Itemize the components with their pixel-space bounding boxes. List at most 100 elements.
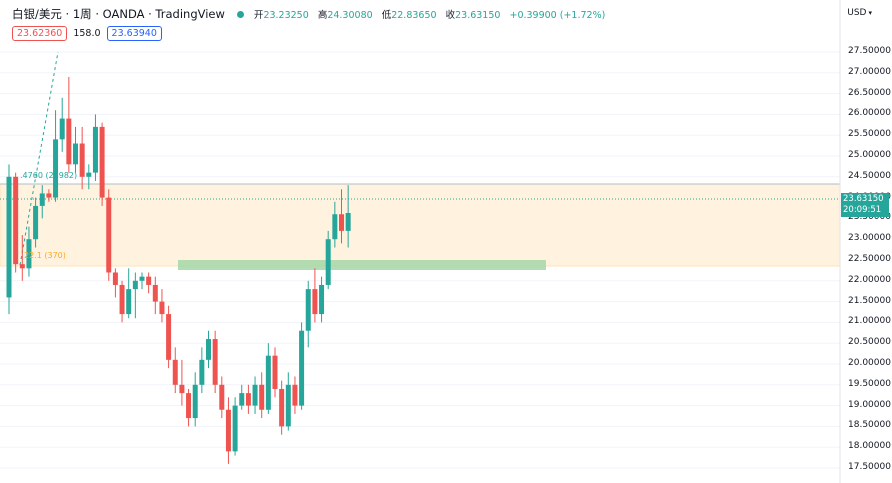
resistance-zone[interactable] [0,183,841,267]
candle-body [212,339,218,385]
candle-body [299,330,305,406]
candle [119,280,125,323]
chevron-down-icon: ▾ [868,9,872,17]
close-value: 23.63150 [455,10,501,21]
low-value: 22.83650 [391,10,437,21]
price-axis-label: 23.00000 [848,233,891,244]
candle [26,226,32,277]
price-axis-label: 26.00000 [848,108,891,119]
candle [292,376,298,414]
price-axis-label: 17.50000 [848,462,891,472]
candle-body [225,409,231,452]
candle-body [159,301,165,315]
candle [312,268,318,323]
price-axis-label: 19.00000 [848,399,891,410]
price-axis-label: 25.00000 [848,150,891,160]
trade-buttons: 23.62360 158.0 23.63940 [12,26,162,41]
candle [33,197,39,248]
candle-body [192,384,198,419]
candle-body [186,393,192,419]
candle-body [172,359,178,385]
candle [206,330,211,369]
currency-label: USD [847,8,867,18]
candle [252,376,258,414]
open-label: 开 [253,10,264,21]
candle [172,347,178,394]
candle [99,122,105,206]
candle-body [245,393,251,406]
price-axis-label: 24.50000 [848,170,891,181]
candle-body [319,284,325,315]
candle-body [79,143,85,177]
sell-button[interactable]: 23.62360 [12,26,68,41]
chart-header: 白银/美元 · 1周 · OANDA · TradingView 开23.232… [12,6,605,22]
candle [19,235,25,281]
candle [212,330,218,394]
currency-selector[interactable]: USD ▾ [847,8,872,18]
candle-body [305,289,311,331]
candle [166,305,172,369]
candle [265,343,271,414]
candle-body [179,384,185,394]
candle [106,189,112,281]
price-axis-label: 27.50000 [848,46,891,56]
price-axis-label: 18.50000 [848,420,891,431]
candle-body [126,289,132,315]
candle [159,289,165,323]
candle-body [232,405,238,452]
support-zone[interactable] [178,260,546,270]
candle-body [252,384,258,406]
buy-button[interactable]: 23.63940 [106,26,162,41]
candle [39,185,45,219]
candle [272,347,278,398]
symbol-title[interactable]: 白银/美元 · 1周 · OANDA · TradingView [12,7,225,21]
candle-body [265,355,271,410]
current-price-value: 23.63150 [843,194,884,204]
candle [279,380,285,435]
price-axis-label: 23.50000 [848,212,891,223]
trend-dashed-line [19,51,59,266]
candle [139,272,145,290]
candle-body [345,212,351,231]
candle [6,164,12,315]
candle-body [199,359,205,385]
candle [66,76,72,173]
candle-body [312,289,318,315]
price-axis-label: 22.00000 [848,274,891,285]
candle [86,164,92,190]
candle [13,172,19,273]
high-value: 24.30080 [327,10,373,21]
candle-body [119,284,125,315]
candle-body [66,118,72,165]
candle [339,189,344,244]
candle [305,280,311,348]
candle [112,268,118,298]
candle [232,397,238,456]
candle [59,97,65,152]
candle [126,268,132,319]
price-axis-label: 20.50000 [848,337,891,348]
candle-body [219,384,225,410]
candle [186,388,192,427]
change-value: +0.39900 (+1.72%) [509,10,606,21]
candle-body [239,393,245,406]
candle-body [59,118,65,140]
candle [285,372,291,431]
candle [179,359,185,406]
candle-body [152,284,158,302]
candle-body [53,139,59,198]
candle [299,322,305,410]
candle-body [339,214,344,231]
candle [332,201,338,248]
candle [92,114,98,181]
current-price-tag: 23.63150 20:09:51 [841,193,889,217]
candle-body [325,239,331,285]
candle-body [13,176,19,265]
candle-body [206,339,211,360]
candle [73,126,78,173]
spread-value: 158.0 [73,28,101,39]
candle-body [166,314,172,360]
price-axis-label: 27.00000 [848,66,891,77]
candle [239,384,245,410]
